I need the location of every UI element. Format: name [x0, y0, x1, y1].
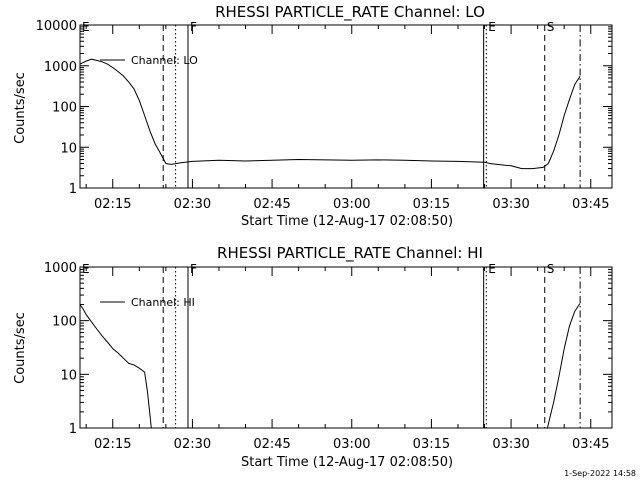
y-tick-label: 10 [60, 368, 77, 383]
x-tick-label: 02:45 [253, 437, 290, 452]
annotation-label: E [82, 262, 90, 276]
legend-label: Channel: HI [131, 296, 195, 309]
x-tick-label: 02:15 [94, 197, 131, 212]
x-tick-label: 02:15 [94, 437, 131, 452]
x-tick-label: 03:15 [413, 437, 450, 452]
series-line [79, 304, 152, 429]
x-axis-label-lo: Start Time (12-Aug-17 02:08:50) [241, 214, 453, 229]
x-tick-label: 03:00 [333, 197, 370, 212]
x-tick-label: 03:30 [492, 437, 529, 452]
annotation-label: F [190, 20, 197, 34]
x-tick-label: 03:45 [572, 437, 609, 452]
y-tick-label: 1000 [44, 60, 77, 75]
annotation-label: S [547, 20, 555, 34]
y-tick-label: 100 [52, 315, 77, 330]
plot-frame [79, 24, 613, 189]
legend-label: Channel: LO [131, 54, 198, 67]
x-tick-label: 02:45 [253, 197, 290, 212]
footer-date: 1-Sep-2022 14:58 [564, 469, 636, 478]
y-tick-label: 1 [69, 422, 77, 437]
panel-lo: RHESSI PARTICLE_RATE Channel: LO Counts/… [13, 3, 613, 229]
x-tick-label: 03:30 [492, 197, 529, 212]
y-tick-label: 100 [52, 101, 77, 116]
x-tick-label: 03:15 [413, 197, 450, 212]
y-tick-label: 10 [60, 141, 77, 156]
x-tick-label: 03:00 [333, 437, 370, 452]
annotation-label: E [82, 20, 90, 34]
plot-frame [79, 266, 613, 429]
series-line [79, 58, 581, 170]
series-line [546, 303, 581, 429]
y-tick-label: 1 [69, 182, 77, 197]
x-tick-label: 02:30 [174, 197, 211, 212]
annotation-label: E [488, 20, 496, 34]
chart-title-hi: RHESSI PARTICLE_RATE Channel: HI [217, 244, 483, 263]
x-axis-label-hi: Start Time (12-Aug-17 02:08:50) [241, 455, 453, 470]
y-axis-label-hi: Counts/sec [13, 312, 28, 384]
y-tick-label: 1000 [44, 261, 77, 276]
annotation-label: E [488, 262, 496, 276]
chart-title-lo: RHESSI PARTICLE_RATE Channel: LO [215, 3, 485, 22]
x-tick-label: 02:30 [174, 437, 211, 452]
annotation-label: S [547, 262, 555, 276]
y-tick-label: 10000 [36, 19, 77, 34]
y-axis-label-lo: Counts/sec [13, 72, 28, 144]
x-tick-label: 03:45 [572, 197, 609, 212]
annotation-label: F [190, 262, 197, 276]
panel-hi: RHESSI PARTICLE_RATE Channel: HI Counts/… [13, 244, 613, 470]
